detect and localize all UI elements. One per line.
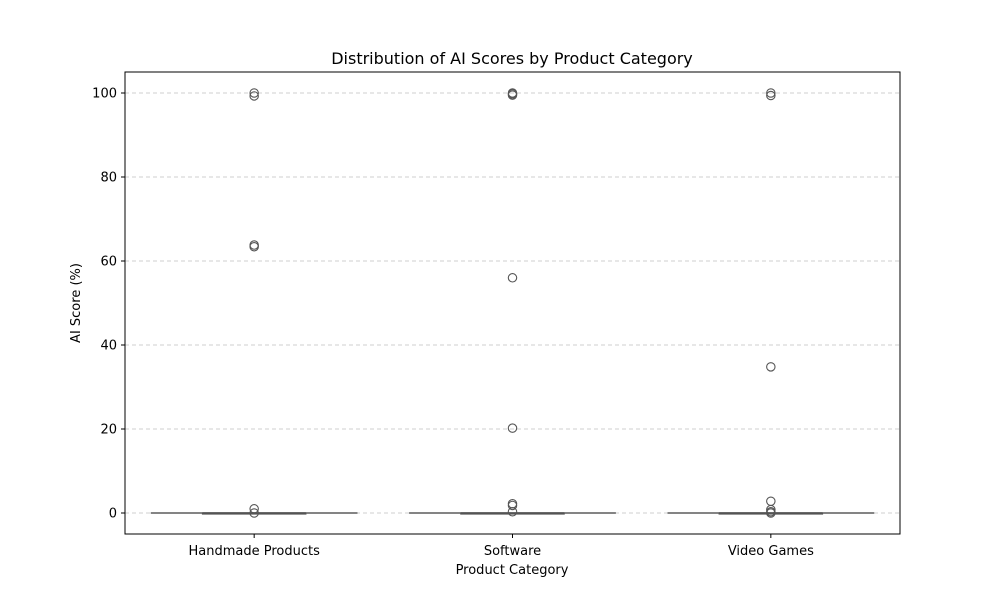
x-axis: Handmade Products Software Video Games — [188, 534, 814, 559]
outlier-point — [507, 506, 518, 517]
y-axis: 0 20 40 60 80 100 — [92, 87, 125, 522]
grid-lines — [125, 92, 900, 514]
chart-title: Distribution of AI Scores by Product Cat… — [331, 49, 693, 68]
x-tick-label: Handmade Products — [188, 544, 320, 559]
outlier-point — [766, 362, 776, 372]
plot-frame — [124, 71, 901, 535]
y-tick-label: 20 — [100, 423, 117, 438]
outlier-point — [507, 90, 518, 100]
box-group — [667, 88, 875, 518]
plot-area — [150, 88, 875, 518]
outlier-point — [249, 91, 259, 101]
y-tick-label: 100 — [92, 87, 117, 102]
outlier-point — [766, 90, 776, 101]
y-tick-label: 80 — [100, 171, 117, 186]
outlier-point — [766, 88, 776, 98]
x-tick-label: Video Games — [728, 544, 814, 559]
x-tick-label: Software — [484, 544, 541, 559]
y-axis-label: AI Score (%) — [69, 263, 84, 343]
y-tick-label: 40 — [100, 339, 117, 354]
outlier-point — [249, 88, 259, 98]
outlier-point — [507, 500, 518, 511]
outlier-point — [249, 241, 259, 252]
x-axis-label: Product Category — [456, 563, 569, 578]
outlier-point — [507, 423, 518, 433]
outlier-point — [766, 496, 776, 506]
outlier-point — [507, 273, 518, 283]
outlier-point — [249, 504, 259, 514]
y-tick-label: 60 — [100, 255, 117, 270]
outlier-point — [249, 508, 259, 518]
box-group — [409, 88, 616, 517]
y-tick-label: 0 — [109, 507, 117, 522]
box-group — [150, 88, 358, 518]
outlier-point — [766, 508, 776, 518]
